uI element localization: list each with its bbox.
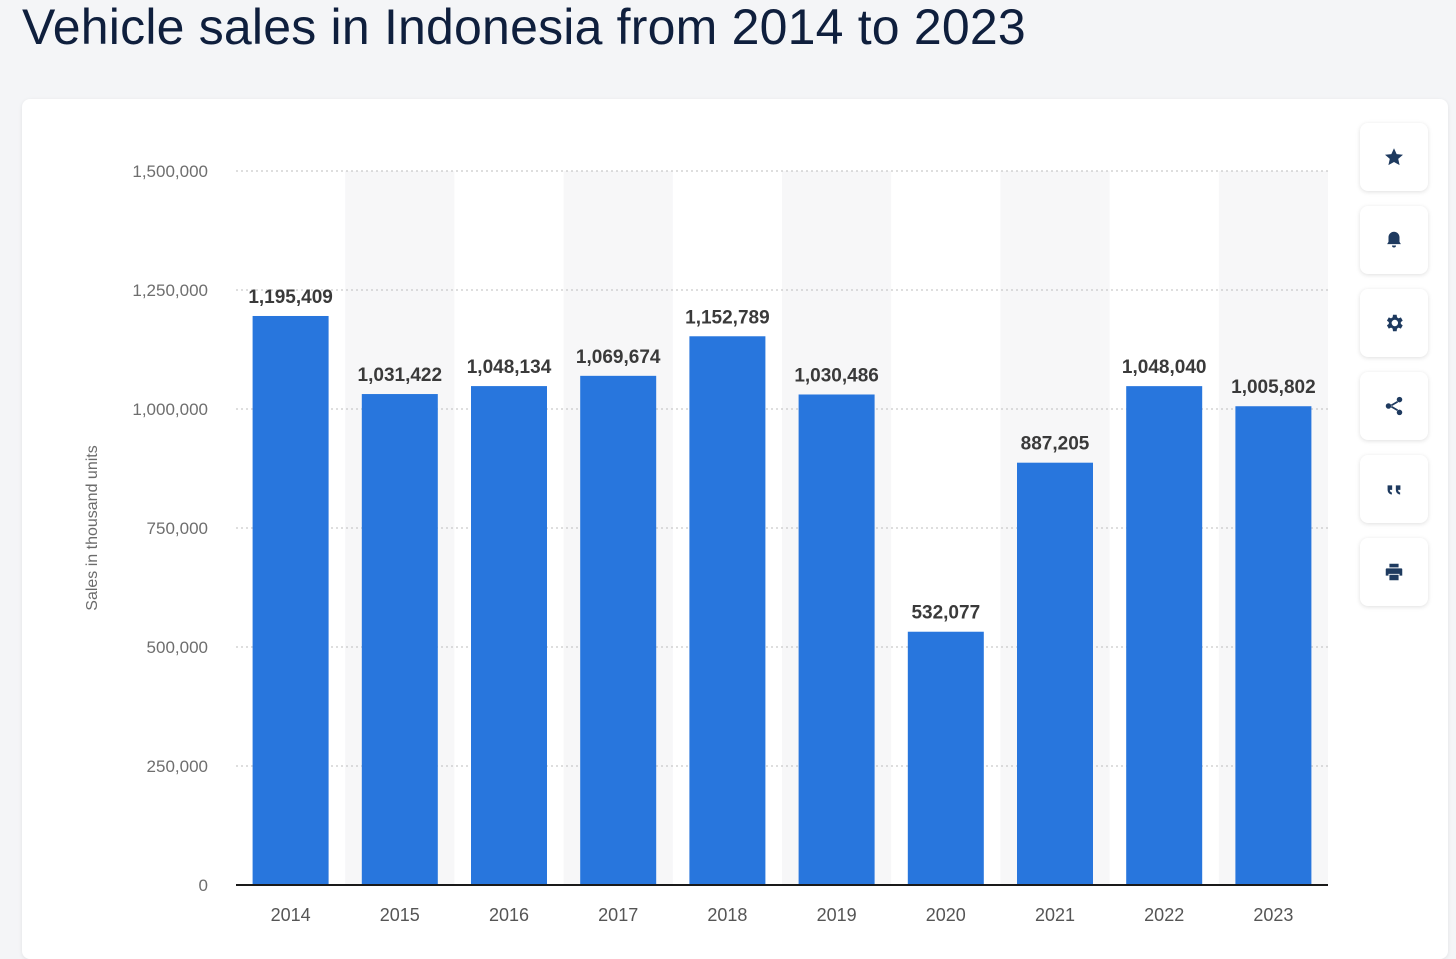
print-icon <box>1385 563 1403 581</box>
y-tick-label: 1,000,000 <box>132 400 208 419</box>
data-label: 532,077 <box>911 603 980 624</box>
data-label: 1,048,134 <box>467 357 552 378</box>
x-axis: 2014 2015 2016 2017 2018 2019 2020 2021 2022 2023 <box>236 884 1328 925</box>
y-tick-label: 750,000 <box>147 519 208 538</box>
x-tick-label: 2014 <box>271 905 311 925</box>
quote-icon <box>1387 485 1401 495</box>
toolbar <box>1360 123 1428 621</box>
x-tick-label: 2023 <box>1253 905 1293 925</box>
gear-icon <box>1386 314 1403 332</box>
bar[interactable] <box>580 375 657 885</box>
x-tick-label: 2021 <box>1035 905 1075 925</box>
bell-icon <box>1387 231 1401 248</box>
y-tick-label: 0 <box>199 876 208 895</box>
favorite-button[interactable] <box>1360 123 1428 191</box>
bar[interactable] <box>361 394 438 885</box>
x-tick-label: 2015 <box>380 905 420 925</box>
print-button[interactable] <box>1360 538 1428 606</box>
y-tick-label: 1,250,000 <box>132 281 208 300</box>
share-button[interactable] <box>1360 372 1428 440</box>
settings-button[interactable] <box>1360 289 1428 357</box>
y-tick-label: 500,000 <box>147 638 208 657</box>
data-labels: 1,195,409 1,031,422 1,048,134 1,069,674 1,15… <box>248 287 1315 624</box>
notification-button[interactable] <box>1360 206 1428 274</box>
data-label: 887,205 <box>1021 434 1090 455</box>
data-label: 1,030,486 <box>794 365 879 386</box>
bar[interactable] <box>689 336 766 885</box>
bar[interactable] <box>1235 406 1312 885</box>
x-tick-label: 2022 <box>1144 905 1184 925</box>
bars <box>252 315 1312 885</box>
x-tick-label: 2017 <box>598 905 638 925</box>
x-tick-label: 2019 <box>817 905 857 925</box>
x-tick-label: 2020 <box>926 905 966 925</box>
cite-button[interactable] <box>1360 455 1428 523</box>
bar[interactable] <box>1017 462 1093 885</box>
data-label: 1,048,040 <box>1122 357 1207 378</box>
x-tick-label: 2018 <box>707 905 747 925</box>
star-icon <box>1385 148 1403 166</box>
y-tick-label: 250,000 <box>147 757 208 776</box>
y-tick-label: 1,500,000 <box>132 162 208 181</box>
data-label: 1,069,674 <box>576 347 661 368</box>
bar[interactable] <box>907 631 984 885</box>
data-label: 1,152,789 <box>685 307 770 328</box>
y-axis: 0 250,000 500,000 750,000 1,000,000 1,250,000… <box>132 162 208 895</box>
share-icon <box>1385 396 1403 416</box>
bar[interactable] <box>471 386 547 885</box>
x-tick-label: 2016 <box>489 905 529 925</box>
page-title: Vehicle sales in Indonesia from 2014 to … <box>22 0 1026 55</box>
data-label: 1,031,422 <box>358 365 443 386</box>
data-label: 1,195,409 <box>248 287 333 308</box>
bar[interactable] <box>798 394 875 885</box>
data-label: 1,005,802 <box>1231 377 1316 398</box>
bar[interactable] <box>252 315 329 885</box>
y-axis-label: Sales in thousand units <box>84 445 101 610</box>
bar[interactable] <box>1126 386 1203 885</box>
